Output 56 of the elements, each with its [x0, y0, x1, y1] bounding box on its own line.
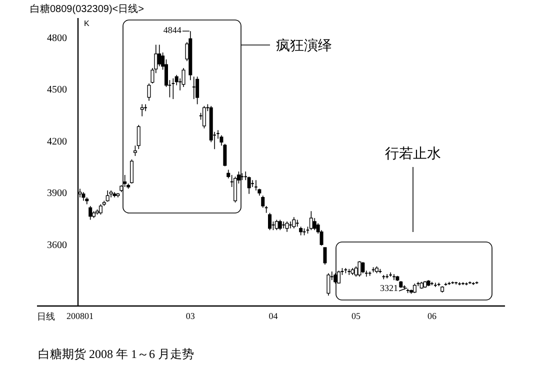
candlestick [292, 216, 296, 229]
candlestick [382, 274, 386, 280]
candlestick [171, 78, 176, 100]
candlestick [433, 282, 438, 288]
y-tick-label: 4500 [47, 84, 67, 96]
candlestick [337, 270, 341, 284]
candlestick [282, 221, 286, 229]
candlestick [358, 260, 362, 278]
candlestick [354, 266, 358, 278]
candlestick [88, 206, 92, 220]
candlestick [288, 221, 292, 229]
annotation: 3321 [380, 283, 398, 294]
candlestick [158, 44, 162, 67]
annotation: 4844 [163, 25, 182, 36]
y-tick-label: 3900 [47, 188, 67, 200]
annotation: 行若止水 [385, 145, 441, 161]
candlestick [254, 180, 258, 191]
x-tick-label: 06 [427, 311, 437, 322]
chart-title: 白糖0809(032309)<日线> [30, 3, 144, 15]
annotation: 疯狂演绎 [276, 37, 332, 53]
candlestick [274, 219, 278, 231]
candlestick [412, 283, 416, 294]
candlestick [182, 68, 186, 88]
candlestick [268, 212, 272, 231]
candlestick [140, 104, 144, 117]
candlestick [323, 246, 327, 266]
candlestick [392, 274, 396, 281]
text: 白糖期货 2008 年 1～6 月走势 [38, 347, 194, 361]
y-tick-label: 4200 [47, 136, 67, 148]
candlestick [250, 180, 254, 188]
y-tick-label: 4800 [47, 32, 67, 44]
candlestick [312, 218, 316, 231]
candlestick [347, 268, 352, 276]
x-axis-title: 日线 [37, 311, 55, 322]
candlestick [385, 274, 389, 279]
y-tick-label: 3600 [47, 240, 67, 251]
x-tick-label: 04 [268, 311, 278, 322]
candlestick [326, 272, 330, 296]
x-tick-label: 200801 [66, 311, 94, 322]
candlestick [202, 106, 206, 129]
candlestick [98, 204, 102, 215]
y-axis-title: K [84, 19, 90, 28]
candlestick [130, 159, 134, 184]
candlestick [106, 190, 110, 202]
candlestick [361, 262, 365, 274]
candlestick [285, 221, 289, 232]
x-tick-label: 05 [352, 311, 362, 322]
candlestick [278, 219, 282, 231]
candlestick [147, 83, 151, 102]
candlestick [192, 76, 196, 100]
candlestick [430, 281, 434, 286]
candlestick [458, 282, 462, 286]
candlestick [295, 219, 300, 228]
candlestick [196, 76, 200, 105]
x-tick-label: 03 [186, 311, 196, 322]
candlestick [309, 210, 313, 231]
